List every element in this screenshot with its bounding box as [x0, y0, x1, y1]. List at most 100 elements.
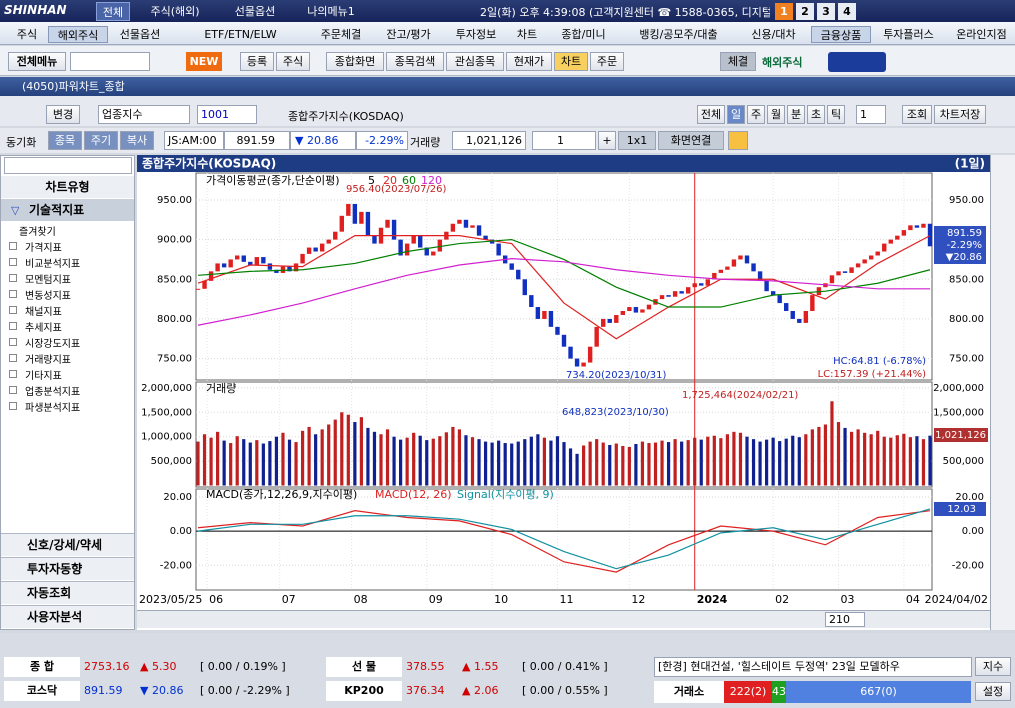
chart-type[interactable]: 차트유형	[1, 176, 134, 198]
menu-item[interactable]: 선물옵션	[119, 28, 161, 41]
period-button[interactable]: 초	[807, 105, 825, 124]
side-section[interactable]: 사용자분석	[1, 605, 134, 628]
menu-item[interactable]: 주문체결	[320, 28, 362, 41]
plus[interactable]: +	[598, 131, 616, 150]
period-button[interactable]: 전체	[697, 105, 725, 124]
quote-button[interactable]: 주기	[84, 131, 118, 150]
side-section[interactable]: 투자자동향	[1, 557, 134, 580]
tree-plus[interactable]	[9, 274, 17, 282]
page-button[interactable]: 1	[775, 3, 793, 20]
layout-count[interactable]: 1	[532, 131, 596, 150]
menu-item[interactable]: 투자플러스	[883, 28, 934, 41]
tree-plus[interactable]	[9, 402, 17, 410]
indicator-group[interactable]: 시장강도지표	[25, 339, 81, 350]
candle	[914, 225, 920, 228]
overseas[interactable]: 해외주식	[762, 56, 803, 69]
tree-plus[interactable]	[9, 354, 17, 362]
index-button[interactable]: 지수	[975, 657, 1011, 676]
indicator-group[interactable]: 파생분석지표	[25, 403, 81, 414]
tool-button[interactable]: 종합화면	[326, 52, 384, 71]
indicator-group[interactable]: 비교분석지표	[25, 259, 81, 270]
candle	[516, 269, 521, 280]
fill-button[interactable]: 체결	[720, 52, 756, 71]
menu-item[interactable]: 잔고/평가	[386, 28, 431, 41]
indicator-group[interactable]: 채널지표	[25, 307, 62, 318]
code-input[interactable]: 1001	[197, 105, 257, 124]
indicator-group[interactable]: 즐겨찾기	[19, 227, 56, 238]
indicator-group[interactable]: 모멘텀지표	[25, 275, 71, 286]
volume-bar	[595, 439, 599, 486]
tree-plus[interactable]	[9, 258, 17, 266]
zoom[interactable]: 210	[825, 612, 865, 627]
tool-button[interactable]: 차트	[554, 52, 588, 71]
tool-button[interactable]: 주식	[276, 52, 310, 71]
menu-item[interactable]: 금융상품	[811, 26, 871, 43]
link[interactable]: 화면연결	[658, 131, 724, 150]
page-button[interactable]: 2	[796, 3, 814, 20]
page-button[interactable]: 3	[817, 3, 835, 20]
menu-item[interactable]: 뱅킹/공모주/대출	[639, 28, 718, 41]
indicator-group[interactable]: 변동성지표	[25, 291, 71, 302]
tool-button[interactable]: 관심종목	[446, 52, 504, 71]
tree-plus[interactable]	[9, 386, 17, 394]
quote-button[interactable]: 복사	[120, 131, 154, 150]
new-badge[interactable]: NEW	[186, 52, 222, 71]
rate: -2.29%	[356, 131, 408, 150]
market-select[interactable]: 업종지수	[98, 105, 190, 124]
tree-plus[interactable]	[9, 306, 17, 314]
tv-icon[interactable]	[828, 52, 886, 72]
tree-plus[interactable]	[9, 242, 17, 250]
side-section[interactable]: 자동조회	[1, 581, 134, 604]
title-tab[interactable]: 선물옵션	[234, 5, 276, 18]
side-section[interactable]: 신호/강세/약세	[1, 533, 134, 556]
menu-item[interactable]: 주식	[16, 28, 38, 41]
candle	[862, 259, 867, 264]
tree-plus[interactable]	[9, 290, 17, 298]
search-input[interactable]	[70, 52, 150, 71]
volume-bar	[797, 437, 801, 486]
period-button[interactable]: 주	[747, 105, 765, 124]
quote-button[interactable]: 종목	[48, 131, 82, 150]
menu-item[interactable]: 신용/대차	[751, 28, 796, 41]
page-button[interactable]: 4	[838, 3, 856, 20]
pen-icon[interactable]	[728, 131, 748, 150]
menu-item[interactable]: 해외주식	[48, 26, 108, 43]
side-search[interactable]	[4, 157, 132, 174]
all-menu[interactable]: 전체메뉴	[8, 52, 66, 71]
tool-button[interactable]: 주문	[590, 52, 624, 71]
period-button[interactable]: 분	[787, 105, 805, 124]
count[interactable]: 1	[856, 105, 886, 124]
title-tab[interactable]: 주식(해외)	[150, 5, 200, 18]
tree-plus[interactable]	[9, 370, 17, 378]
menu-item[interactable]: ETF/ETN/ELW	[204, 28, 277, 41]
menu-item[interactable]: 투자정보	[455, 28, 497, 41]
indicator-group[interactable]: 기타지표	[25, 371, 62, 382]
tree-plus[interactable]	[9, 338, 17, 346]
save[interactable]: 차트저장	[934, 105, 986, 124]
layout[interactable]: 1x1	[618, 131, 656, 150]
menu-item[interactable]: 온라인지점	[956, 28, 1007, 41]
tree-plus[interactable]	[9, 322, 17, 330]
settings[interactable]: 설정	[975, 682, 1011, 701]
indicator-group[interactable]: 거래량지표	[25, 355, 71, 366]
tool-button[interactable]: 현재가	[506, 52, 552, 71]
indicator-group[interactable]: 추세지표	[25, 323, 62, 334]
query[interactable]: 조회	[902, 105, 932, 124]
tool-button[interactable]: 종목검색	[386, 52, 444, 71]
indicators[interactable]: 기술적지표	[1, 199, 134, 221]
change[interactable]: 변경	[46, 105, 80, 124]
indicator-group[interactable]: 가격지표	[25, 243, 62, 254]
last-macd: 12.03	[947, 504, 976, 515]
menu-item[interactable]: 차트	[516, 28, 538, 41]
market: 거래소	[654, 681, 724, 703]
period-button[interactable]: 틱	[827, 105, 845, 124]
volume-bar	[562, 442, 566, 486]
title-tab[interactable]: 전체	[96, 2, 130, 21]
scrollbar[interactable]: 210	[137, 610, 990, 628]
menu-item[interactable]: 종합/미니	[561, 28, 606, 41]
indicator-group[interactable]: 업종분석지표	[25, 387, 81, 398]
tool-button[interactable]: 등록	[240, 52, 274, 71]
period-button[interactable]: 일	[727, 105, 745, 124]
period-button[interactable]: 월	[767, 105, 785, 124]
title-tab[interactable]: 나의메뉴1	[307, 5, 355, 18]
